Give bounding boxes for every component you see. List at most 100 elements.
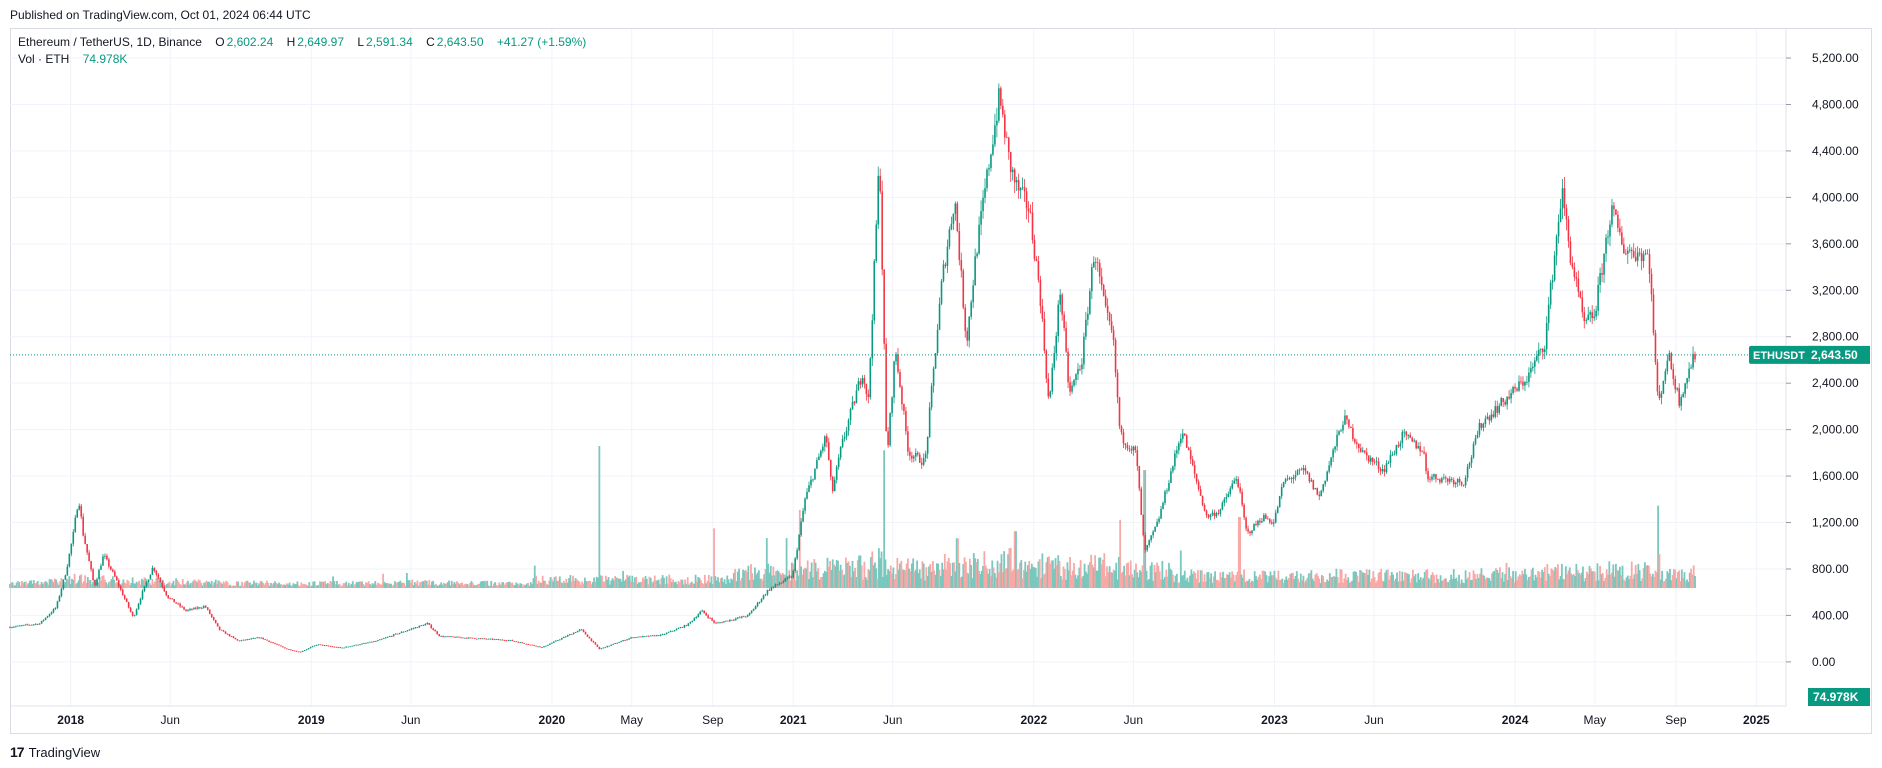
candle-body [1193,465,1196,474]
volume-bar [1208,578,1211,588]
volume-bar [82,581,85,588]
volume-bar [1518,574,1521,588]
volume-bar [1651,573,1654,588]
volume-bar [448,580,450,588]
candle-body [1545,322,1548,350]
chart-frame[interactable] [10,28,1872,734]
volume-bar [135,581,138,588]
candle-body [479,638,482,640]
volume-bar [1666,571,1669,588]
volume-bar [1645,565,1648,588]
volume-bar [1675,578,1678,588]
volume-bar [971,578,974,588]
volume-bar [1458,574,1460,588]
candle-body [1391,454,1394,456]
volume-bar [1665,578,1667,588]
candle-body [1680,397,1682,406]
candle-body [216,623,219,627]
volume-bar [470,581,473,588]
candle-body [349,646,351,648]
volume-bar [1464,570,1467,588]
candle-body [1059,294,1061,305]
candle-body [335,646,338,648]
volume-bar [1369,581,1372,588]
volume-bar [1219,572,1222,588]
candle-body [1352,427,1354,440]
volume-bar [465,583,468,588]
candle-body [1011,169,1014,173]
volume-bar [1120,572,1123,588]
footer-brand[interactable]: 17 TradingView [10,744,100,760]
volume-bar [42,583,44,588]
volume-bar [598,446,601,588]
candle-body [651,635,654,637]
volume-bar [1530,569,1533,588]
volume-bar [386,583,388,588]
volume-bar [1435,574,1438,588]
candle-body [1205,510,1208,516]
volume-bar [1402,580,1405,588]
volume-bar [164,585,167,588]
volume-bar [477,584,479,588]
candle-body [321,644,324,646]
volume-bar [1003,551,1006,588]
volume-bar [1541,569,1543,588]
candle-body [990,154,992,169]
volume-bar [1336,577,1339,588]
volume-bar [885,574,888,588]
candle-body [390,636,393,637]
volume-bar [702,583,705,588]
candle-body [258,637,260,639]
volume-bar [699,580,702,588]
volume-bar [314,585,317,588]
candle-body [1328,465,1330,472]
volume-bar [288,582,291,588]
volume-bar [1564,566,1567,588]
volume-bar [661,575,664,588]
volume-bar [1313,581,1315,588]
volume-bar [461,582,464,588]
time-tick-label: Jun [1124,713,1143,727]
volume-bar [1001,572,1004,588]
candle-body [468,637,470,639]
volume-bar [557,580,560,588]
candle-body [1530,368,1532,373]
volume-bar [1340,569,1343,588]
volume-bar [322,582,325,588]
volume-bar [1376,580,1379,588]
volume-bar [1626,575,1629,588]
volume-bar [369,584,371,588]
volume-bar [84,575,87,588]
candle-body [586,634,589,637]
volume-bar [532,578,535,588]
volume-bar [250,585,253,588]
volume-bar [148,583,151,588]
volume-label[interactable]: Vol · ETH [18,52,70,66]
volume-bar [1148,579,1151,588]
symbol-title[interactable]: Ethereum / TetherUS, 1D, Binance [18,35,202,49]
volume-bar [1077,575,1079,588]
volume-bar [1090,554,1093,588]
volume-bar [318,581,321,588]
volume-bar [183,584,185,588]
volume-bar [1411,569,1414,588]
candle-body [871,320,874,359]
volume-bar [1125,563,1128,588]
volume-bar [939,576,942,588]
volume-bar [375,584,378,588]
volume-bar [581,581,584,588]
volume-bar [1062,566,1065,588]
candle-body [432,628,435,630]
volume-bar [659,584,661,588]
volume-bar [72,580,75,588]
candle-body [1571,263,1574,268]
candle-body [1613,205,1615,210]
volume-bar [330,581,333,588]
volume-bar [900,560,903,588]
candle-body [913,456,915,459]
volume-bar [635,576,638,588]
candle-body [748,613,751,615]
volume-bar [258,583,261,588]
volume-bar [1191,573,1194,588]
